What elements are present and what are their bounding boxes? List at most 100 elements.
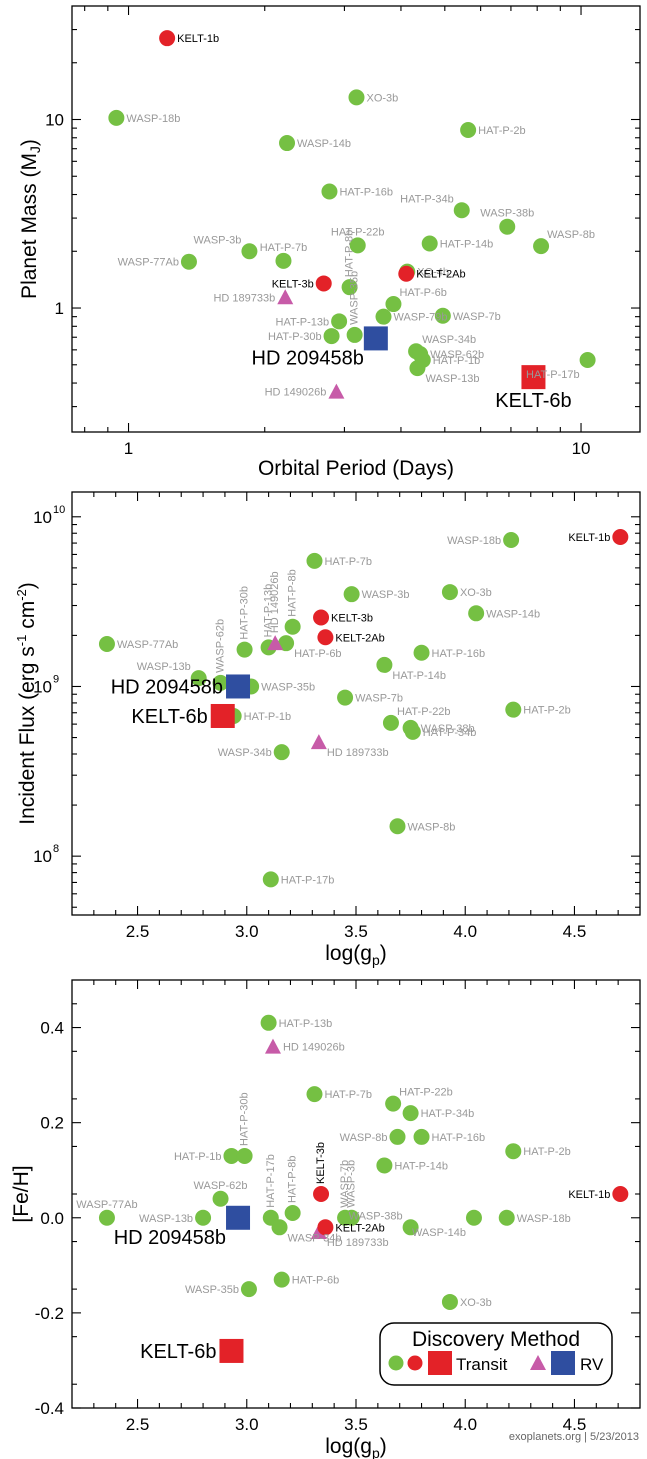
point-hat-p-17b	[262, 871, 279, 888]
y-tick-exponent: 9	[53, 673, 59, 685]
point-hat-p-22b	[349, 237, 366, 254]
point-hat-p-16b	[321, 183, 338, 200]
label-wasp-7b: WASP-7b	[339, 1160, 351, 1208]
label-wasp-34b: WASP-34b	[218, 747, 272, 759]
point-wasp-38b	[402, 1219, 419, 1236]
label-wasp-35b: WASP-35b	[349, 271, 361, 325]
legend-pink-triangle	[530, 1355, 546, 1370]
label-hat-p-7b: HAT-P-7b	[324, 1089, 371, 1101]
point-hat-p-16b	[413, 1128, 430, 1145]
point-kelt-3b	[313, 1186, 330, 1202]
point-hd-189733b	[310, 734, 327, 750]
label-hat-p-8b: HAT-P-8b	[287, 569, 299, 616]
label-wasp-35b: WASP-35b	[185, 1284, 239, 1296]
x-tick-label: 4.0	[453, 1415, 477, 1434]
point-wasp-8b	[389, 1128, 406, 1145]
point-hd-149026b	[264, 1038, 281, 1054]
point-wasp-3b	[343, 1209, 360, 1226]
y-axis-label: [Fe/H]	[10, 1165, 33, 1222]
label-hd-149026b: HD 149026b	[269, 571, 281, 633]
label-kelt-3b: KELT-3b	[315, 1142, 327, 1184]
point-hat-p-22b	[382, 714, 399, 731]
point-wasp-14b	[468, 605, 485, 622]
point-hat-p-7b	[306, 552, 323, 569]
label-hat-p-16b: HAT-P-16b	[432, 1132, 486, 1144]
point-xo-3b	[348, 89, 365, 106]
label-hd-149026b: HD 149026b	[283, 1042, 345, 1054]
label-wasp-62b: WASP-62b	[430, 349, 484, 361]
mass-vs-period-chart: 1 10 1 10 Orbital Period (Days) Planet Mass (…	[18, 5, 641, 480]
label-hd-189733b: HD 189733b	[327, 1237, 389, 1249]
label-hat-p-30b: HAT-P-30b	[268, 331, 322, 343]
point-wasp-77ab	[98, 1209, 115, 1226]
point-hat-p-2b	[460, 121, 477, 138]
point-wasp-13b	[195, 1209, 212, 1226]
y-tick-label: 0.2	[40, 1114, 64, 1133]
label-hat-p-7b: HAT-P-7b	[324, 556, 371, 568]
label-hat-p-1b: HAT-P-1b	[433, 355, 480, 367]
label-kelt-1b: KELT-1b	[177, 33, 219, 45]
label-wasp-34b: WASP-34b	[288, 1232, 342, 1244]
y-tick-label: 10	[45, 111, 64, 130]
point-kelt-6b	[210, 703, 235, 728]
point-wasp-13b	[409, 360, 426, 377]
label-wasp-38b: WASP-38b	[421, 723, 475, 735]
label-wasp-13b: WASP-13b	[425, 373, 479, 385]
label-hat-p-30b: HAT-P-30b	[239, 586, 251, 640]
label-wasp-14b: WASP-14b	[486, 608, 540, 620]
label-hat-p-6b: HAT-P-6b	[292, 1275, 339, 1287]
point-xo-3b	[441, 584, 458, 601]
label-hat-p-17b: HAT-P-17b	[281, 874, 335, 886]
point-wasp-77ab	[98, 635, 115, 652]
point-hat-p-34b	[453, 202, 470, 219]
point-wasp-3b	[343, 586, 360, 603]
point-hat-p-13b	[331, 313, 348, 330]
point-wasp-18b	[498, 1209, 515, 1226]
label-wasp-3b: WASP-3b	[362, 589, 410, 601]
label-hat-p-13b: HAT-P-13b	[279, 1018, 333, 1030]
point-wasp-77ab	[180, 253, 197, 270]
point-hat-p-7b	[306, 1086, 323, 1103]
label-wasp-13b: WASP-13b	[139, 1213, 193, 1225]
label-kelt-6b: KELT-6b	[131, 706, 207, 728]
label-wasp-8b: WASP-8b	[408, 821, 456, 833]
label-wasp-13b: WASP-13b	[137, 661, 191, 673]
y-tick-label: 0.0	[40, 1209, 64, 1228]
x-tick-label: 3.0	[235, 922, 259, 941]
label-wasp-38b: WASP-38b	[480, 208, 534, 220]
x-tick-label: 2.5	[126, 1415, 150, 1434]
point-wasp-35b	[346, 326, 363, 343]
point-hat-p-8b	[284, 1205, 301, 1222]
y-axis-label: Planet Mass (MJ)	[18, 139, 43, 299]
point-hd-209458b	[226, 674, 251, 699]
label-hd-149026b: HD 149026b	[265, 387, 327, 399]
point-hd-149026b	[267, 635, 284, 651]
point-hat-p-13b	[260, 1014, 277, 1031]
x-tick-label: 3.0	[235, 1415, 259, 1434]
label-hat-p-14b: HAT-P-14b	[392, 670, 446, 682]
legend-green-circle	[388, 1355, 404, 1371]
point-hat-p-8b	[284, 618, 301, 635]
point-hat-p-30b	[236, 1147, 253, 1164]
label-hat-p-16b: HAT-P-16b	[339, 187, 393, 199]
label-hat-p-8b: HAT-P-8b	[287, 1156, 299, 1203]
label-hat-p-34b: HAT-P-34b	[400, 193, 454, 205]
point-hat-p-1b	[223, 1147, 240, 1164]
label-wasp-62b: WASP-62b	[215, 619, 227, 673]
label-hat-p-13b: HAT-P-13b	[276, 316, 330, 328]
x-tick-label: 4.0	[453, 922, 477, 941]
label-hd-209458b: HD 209458b	[111, 676, 223, 698]
point-kelt-6b	[521, 365, 546, 390]
point-wasp-62b	[212, 674, 229, 691]
point-hat-p-17b	[579, 352, 596, 369]
label-hat-p-6b: HAT-P-6b	[399, 287, 446, 299]
label-hat-p-7b: HAT-P-7b	[260, 242, 307, 254]
point-wasp-79b	[375, 308, 392, 325]
point-kelt-1b	[159, 30, 176, 47]
point-hat-p-2b	[505, 1143, 522, 1160]
point-wasp-8b	[389, 818, 406, 835]
point-hat-p-16b	[413, 644, 430, 661]
label-kelt-3b: KELT-3b	[272, 278, 314, 290]
x-tick-label: 4.5	[563, 922, 587, 941]
